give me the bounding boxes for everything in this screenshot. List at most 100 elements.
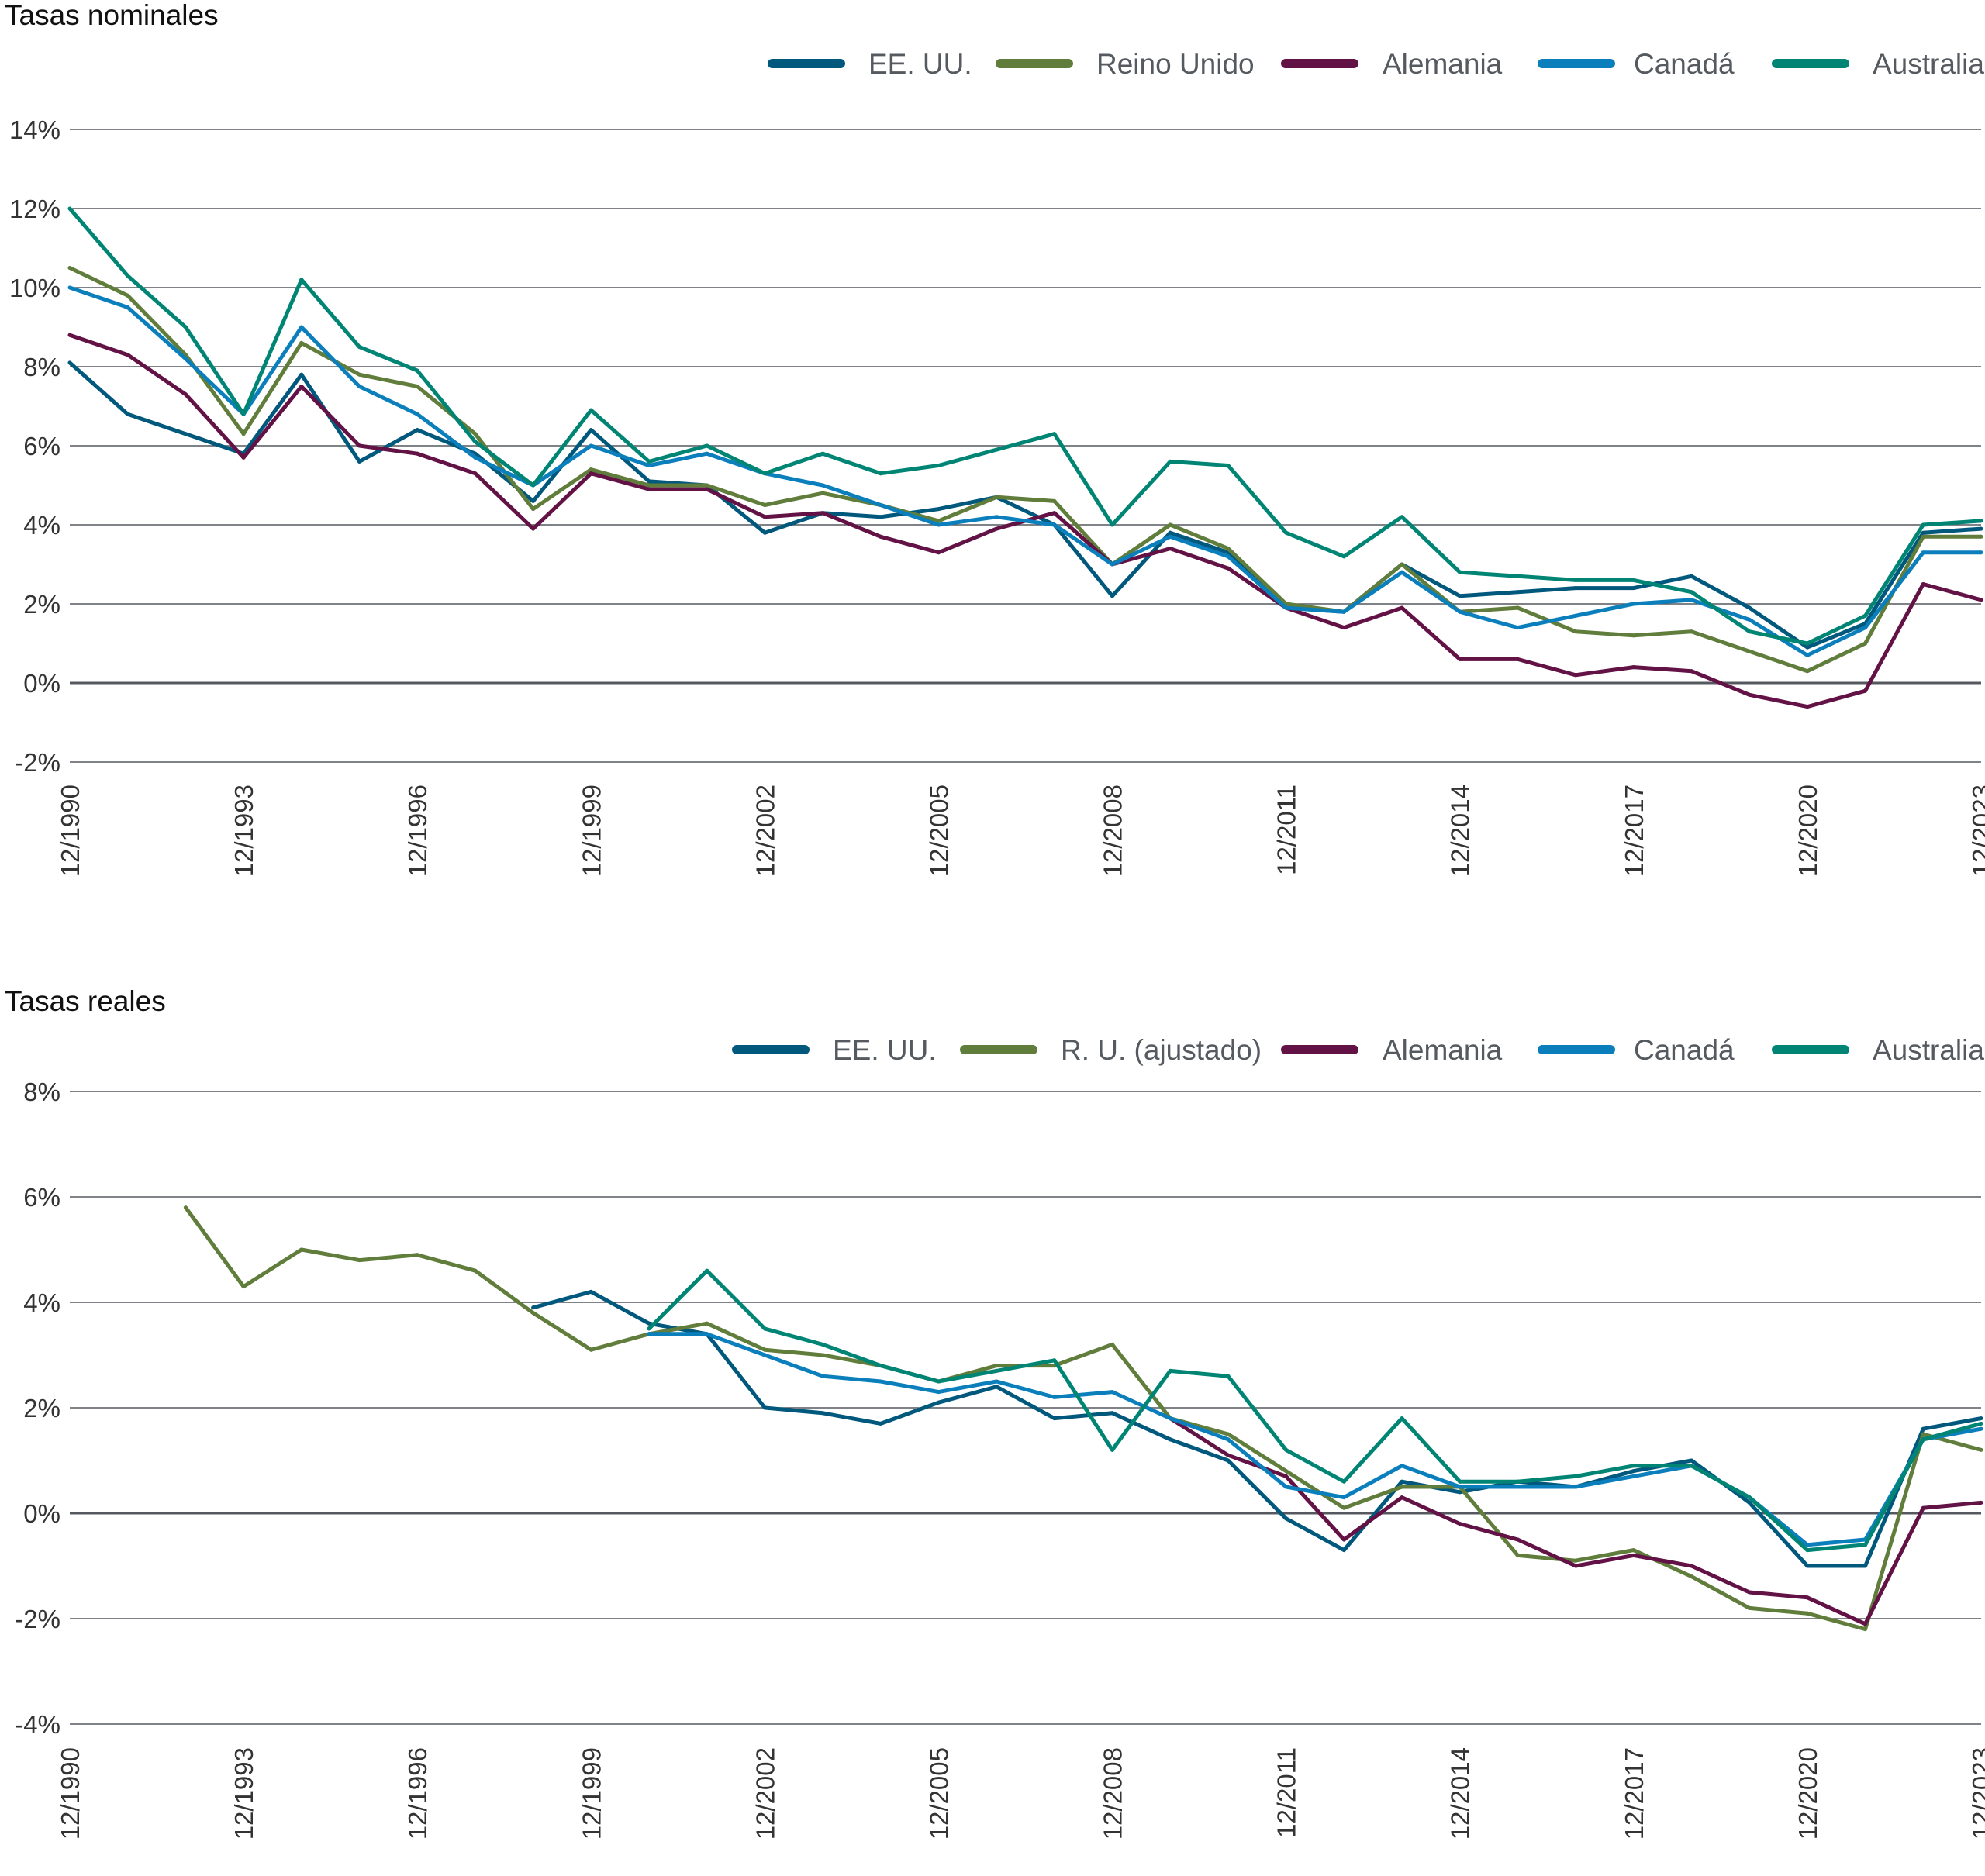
legend-label: EE. UU. — [833, 1034, 937, 1066]
data-point — [1690, 629, 1694, 634]
data-point — [1979, 526, 1983, 531]
data-point — [1805, 669, 1810, 674]
y-tick-label: 14% — [9, 116, 60, 144]
data-point — [531, 1305, 536, 1310]
y-tick-label: 8% — [23, 1078, 60, 1106]
data-point — [67, 360, 72, 365]
data-point — [1690, 1464, 1694, 1468]
y-tick-label: 0% — [23, 669, 60, 698]
data-point — [1573, 673, 1578, 678]
legend-label: Canadá — [1634, 1034, 1735, 1066]
data-point — [820, 491, 825, 495]
data-point — [1690, 590, 1694, 595]
data-point — [1979, 534, 1983, 539]
data-point — [1052, 1395, 1057, 1399]
data-point — [299, 325, 304, 329]
data-point — [1341, 1537, 1346, 1542]
data-point — [1921, 582, 1925, 586]
data-point — [1168, 534, 1172, 539]
data-point — [1863, 626, 1868, 630]
legend-item: Australia — [1772, 48, 1984, 80]
data-point — [1863, 1622, 1868, 1626]
data-point — [705, 483, 709, 488]
data-point — [1515, 626, 1520, 630]
data-point — [705, 451, 709, 456]
data-point — [531, 526, 536, 531]
data-point — [531, 498, 536, 503]
y-tick-label: 8% — [23, 353, 60, 381]
data-point — [762, 503, 767, 507]
data-point — [1690, 598, 1694, 602]
data-point — [299, 278, 304, 282]
data-point — [1284, 1516, 1289, 1521]
x-tick-label: 12/1999 — [577, 1747, 606, 1840]
data-point — [762, 1326, 767, 1331]
data-point — [1226, 547, 1231, 551]
x-tick-label: 12/2023 — [1967, 785, 1985, 877]
data-point — [1921, 1505, 1925, 1510]
y-tick-label: 4% — [23, 1288, 60, 1317]
y-tick-label: 6% — [23, 432, 60, 460]
data-point — [994, 1368, 999, 1373]
x-tick-label: 12/2005 — [924, 785, 953, 877]
data-point — [1400, 1495, 1404, 1500]
x-tick-label: 12/2008 — [1099, 1747, 1127, 1840]
data-point — [299, 372, 304, 377]
data-point — [415, 385, 419, 388]
data-point — [1979, 550, 1983, 555]
legend-item: Australia — [1772, 1034, 1984, 1066]
data-point — [1805, 1611, 1810, 1616]
data-point — [183, 325, 188, 329]
data-point — [936, 550, 941, 555]
legend-item: R. U. (ajustado) — [960, 1034, 1262, 1066]
series-line-2 — [68, 266, 1981, 674]
data-point — [1400, 515, 1404, 519]
data-point — [936, 1379, 941, 1384]
data-point — [1284, 1485, 1289, 1489]
data-point — [1458, 1490, 1462, 1495]
data-point — [1747, 1495, 1752, 1500]
data-point — [1863, 1543, 1868, 1547]
data-point — [1747, 617, 1752, 622]
data-point — [1863, 1627, 1868, 1632]
data-point — [647, 1326, 651, 1331]
data-point — [126, 274, 130, 278]
x-tick-label: 12/1999 — [577, 785, 606, 877]
data-point — [1341, 1548, 1346, 1553]
data-point — [1631, 633, 1636, 638]
data-point — [820, 1342, 825, 1347]
x-tick-label: 12/1990 — [56, 1747, 85, 1840]
data-point — [1168, 522, 1172, 527]
data-point — [1052, 511, 1057, 516]
data-point — [647, 464, 651, 467]
data-point — [1110, 1390, 1115, 1395]
y-tick-label: 6% — [23, 1183, 60, 1212]
data-point — [1168, 1368, 1172, 1373]
data-point — [1805, 1543, 1810, 1547]
data-point — [126, 412, 130, 416]
data-point — [1052, 1358, 1057, 1363]
data-point — [1747, 649, 1752, 653]
data-point — [1863, 1564, 1868, 1568]
data-point — [994, 495, 999, 499]
data-point — [1458, 570, 1462, 574]
data-point — [1400, 605, 1404, 610]
data-point — [1168, 1416, 1172, 1421]
data-point — [1515, 1485, 1520, 1489]
data-point — [879, 1421, 883, 1426]
data-point — [1979, 1421, 1983, 1426]
data-point — [647, 1321, 651, 1326]
data-point — [1284, 605, 1289, 610]
data-point — [357, 372, 361, 377]
data-point — [126, 293, 130, 298]
series-line-4 — [69, 285, 1981, 657]
x-tick-label: 12/1993 — [230, 785, 258, 877]
data-point — [1631, 578, 1636, 582]
data-point — [1921, 550, 1925, 555]
data-point — [1226, 1458, 1231, 1463]
legend-item: Reino Unido — [996, 48, 1255, 80]
data-point — [473, 471, 478, 476]
legend-label: EE. UU. — [868, 48, 972, 80]
data-point — [1690, 1564, 1694, 1568]
y-tick-label: -2% — [15, 748, 60, 777]
